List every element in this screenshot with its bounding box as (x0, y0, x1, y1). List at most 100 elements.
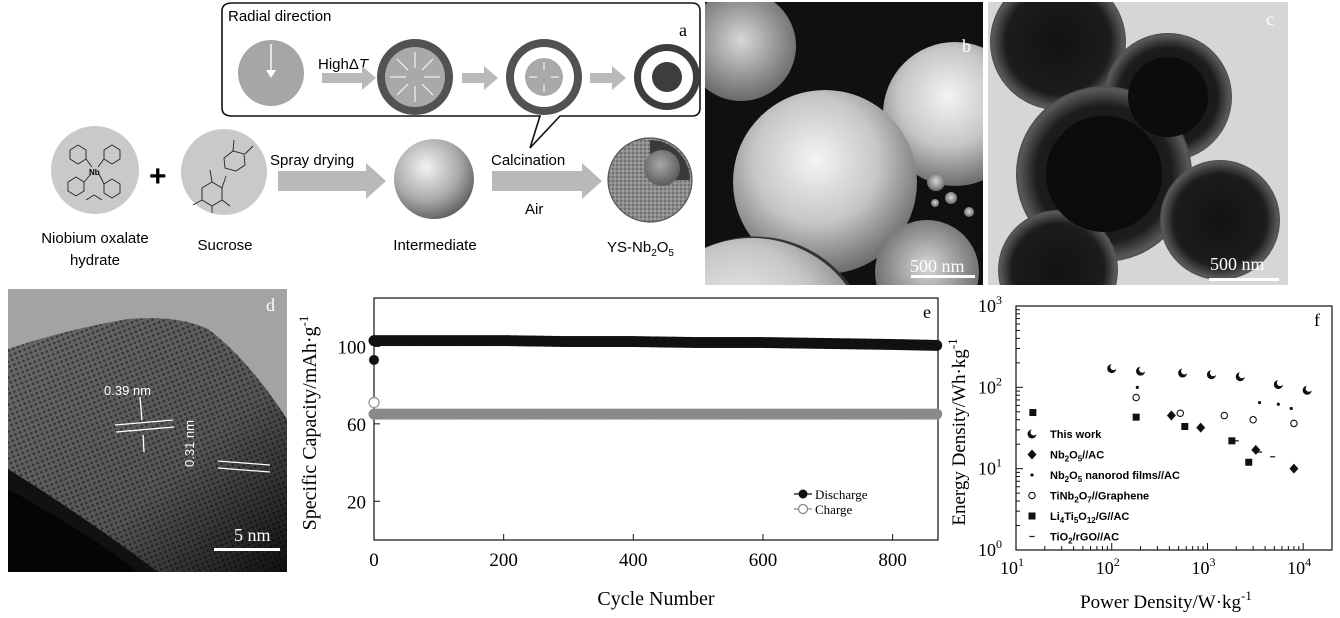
panel-d-spacing-031: 0.31 nm (182, 420, 197, 467)
chart-f-legend-label: Nb2O5 nanorod films//AC (1050, 470, 1180, 484)
chart-f-point (1276, 402, 1280, 406)
callout-box (221, 2, 701, 149)
chart-f-legend-marker (1027, 449, 1037, 460)
ys-nb2o5-label: YS-Nb2O5 (607, 239, 674, 259)
nb-atom: Nb (89, 168, 100, 177)
chart-f-point (1132, 413, 1140, 421)
chart-e-legend-marker (798, 489, 808, 499)
panel-d-scale-bar (214, 548, 280, 551)
chart-e-letter: e (923, 302, 931, 322)
spray-drying-label: Spray drying (270, 152, 354, 169)
chart-e-ytick-label: 100 (338, 337, 367, 358)
chart-e-series-charge (368, 396, 943, 420)
chart-f-legend-marker (1030, 473, 1034, 477)
chart-e-ytick-label: 20 (347, 492, 366, 513)
chart-e-ylabel: Specific Capacity/mAh·g-1 (296, 316, 321, 531)
sucrose-circle (181, 129, 267, 215)
chart-e-xtick-label: 800 (878, 550, 907, 571)
sucrose-label: Sucrose (197, 237, 252, 254)
chart-f-legend-marker (1028, 491, 1036, 500)
arrow-spray-drying (278, 163, 386, 199)
chart-e-legend-label: Charge (815, 502, 853, 517)
chart-f-ytick-label: 103 (978, 293, 1002, 316)
panel-a-letter: a (679, 20, 687, 40)
panel-c-scale-label: 500 nm (1210, 254, 1265, 274)
chart-f-point-cut (1276, 379, 1284, 387)
chart-f-series-1 (1166, 410, 1299, 474)
chart-f-legend-label: TiO2/rGO//AC (1050, 532, 1119, 546)
chart-f-point-cut (1110, 363, 1117, 371)
chart-e-ytick-label: 60 (347, 415, 366, 436)
chart-f-point (1251, 444, 1261, 455)
chart-f-point-cut (1305, 385, 1313, 392)
chart-f-legend-item: Nb2O5 nanorod films//AC (1030, 470, 1180, 484)
chart-f-legend-item: TiNb2O7//Graphene (1028, 491, 1149, 505)
high-dt-label: HighΔT (318, 56, 370, 73)
chart-e-xlabel: Cycle Number (597, 588, 715, 610)
panel-c-scale-bar (1209, 278, 1279, 281)
chart-f-ylabel: Energy Density/Wh·kg-1 (945, 338, 970, 525)
chart-e-xtick-label: 0 (369, 550, 379, 571)
chart-f-series-0 (1107, 363, 1313, 395)
chart-e-legend-label: Discharge (815, 487, 868, 502)
chart-f-legend-marker (1028, 512, 1036, 520)
panel-c-tem-image: c 500 nm (988, 2, 1288, 285)
chart-e-first-point (369, 354, 379, 365)
chart-f-point (1135, 385, 1139, 389)
chart-f-legend-label: Li4Ti5O12/G//AC (1050, 511, 1129, 525)
arrow-stage-2 (462, 66, 498, 90)
panel-d-letter: d (266, 295, 275, 315)
chart-f-point (1220, 411, 1229, 420)
niobium-label-line2: hydrate (70, 252, 120, 269)
chart-f-xtick-label: 103 (1191, 555, 1215, 578)
panel-a: a Radial direction HighΔT (0, 0, 705, 280)
panel-d-scale-label: 5 nm (234, 525, 271, 545)
panel-b-letter: b (962, 36, 971, 56)
chart-f-point (1166, 410, 1176, 421)
panel-b-scale-label: 500 nm (910, 256, 965, 276)
chart-e-legend-marker (797, 503, 809, 515)
chart-e-xtick-label: 600 (749, 550, 778, 571)
intermediate-sphere (394, 139, 474, 219)
chart-f-series-2 (1135, 385, 1293, 411)
chart-f-legend-item: TiO2/rGO//AC (1029, 532, 1119, 546)
chart-f-xtick-label: 102 (1096, 555, 1120, 578)
panel-f-chart: 101 102 103 104 100 101 102 103 This work Nb2O5//… (945, 290, 1340, 613)
panel-d-spacing-039: 0.39 nm (104, 383, 151, 398)
chart-f-point (1029, 409, 1037, 417)
chart-e-first-point (368, 396, 380, 409)
panel-e-chart: 0 200 400 600 800 20 60 100 Discharge Charge e Cycl… (290, 285, 950, 613)
chart-f-legend-label: TiNb2O7//Graphene (1050, 491, 1149, 505)
chart-e-xtick-label: 400 (619, 550, 648, 571)
chart-f-point (1289, 406, 1293, 411)
niobium-label-line1: Niobium oxalate (41, 230, 149, 247)
chart-f-point-cut (1209, 369, 1217, 377)
chart-f-point (1181, 422, 1189, 430)
chart-f-ytick-label: 100 (978, 537, 1002, 560)
plus-sign: + (149, 160, 167, 193)
arrow-calcination (492, 163, 602, 199)
chart-f-xtick-label: 101 (1000, 555, 1024, 578)
panel-b-scale-bar (911, 275, 975, 278)
chart-f-series-4 (1029, 409, 1253, 466)
chart-f-point (1176, 409, 1185, 418)
calcination-label: Calcination (491, 152, 565, 169)
chart-f-point (1245, 458, 1253, 466)
chart-f-point (1196, 422, 1206, 433)
chart-f-ytick-label: 102 (978, 374, 1002, 397)
panel-b-sem-image: b 500 nm (705, 2, 983, 285)
chart-f-series-5 (1233, 440, 1276, 458)
chart-f-point-cut (1139, 366, 1146, 373)
chart-f-point (1249, 415, 1257, 424)
chart-e-series-discharge (368, 335, 943, 365)
chart-f-letter: f (1314, 310, 1320, 330)
chart-f-legend-label: Nb2O5//AC (1050, 450, 1104, 464)
chart-e-point (931, 408, 943, 420)
callout-title: Radial direction (228, 8, 331, 25)
chart-f-xtick-label: 104 (1287, 555, 1311, 578)
chart-f-point (1257, 400, 1262, 405)
air-label: Air (525, 201, 543, 218)
chart-f-legend-item: This work (1027, 428, 1102, 441)
